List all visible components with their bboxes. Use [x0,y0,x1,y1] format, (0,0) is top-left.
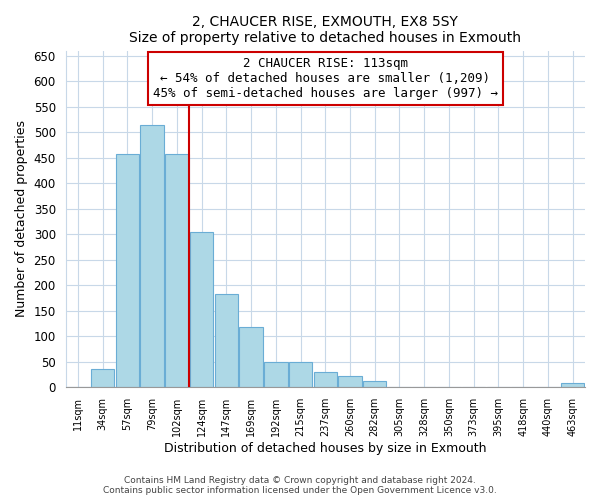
Bar [338,376,362,388]
Bar [165,154,188,388]
X-axis label: Distribution of detached houses by size in Exmouth: Distribution of detached houses by size … [164,442,487,455]
Bar [264,362,287,388]
Bar [190,232,214,388]
Bar [215,294,238,388]
Bar [289,362,312,388]
Bar [314,372,337,388]
Bar [140,124,164,388]
Bar [116,154,139,388]
Text: Contains HM Land Registry data © Crown copyright and database right 2024.
Contai: Contains HM Land Registry data © Crown c… [103,476,497,495]
Bar [363,381,386,388]
Text: 2 CHAUCER RISE: 113sqm
← 54% of detached houses are smaller (1,209)
45% of semi-: 2 CHAUCER RISE: 113sqm ← 54% of detached… [153,58,498,100]
Bar [239,327,263,388]
Y-axis label: Number of detached properties: Number of detached properties [15,120,28,318]
Bar [561,384,584,388]
Title: 2, CHAUCER RISE, EXMOUTH, EX8 5SY
Size of property relative to detached houses i: 2, CHAUCER RISE, EXMOUTH, EX8 5SY Size o… [129,15,521,45]
Bar [91,370,115,388]
